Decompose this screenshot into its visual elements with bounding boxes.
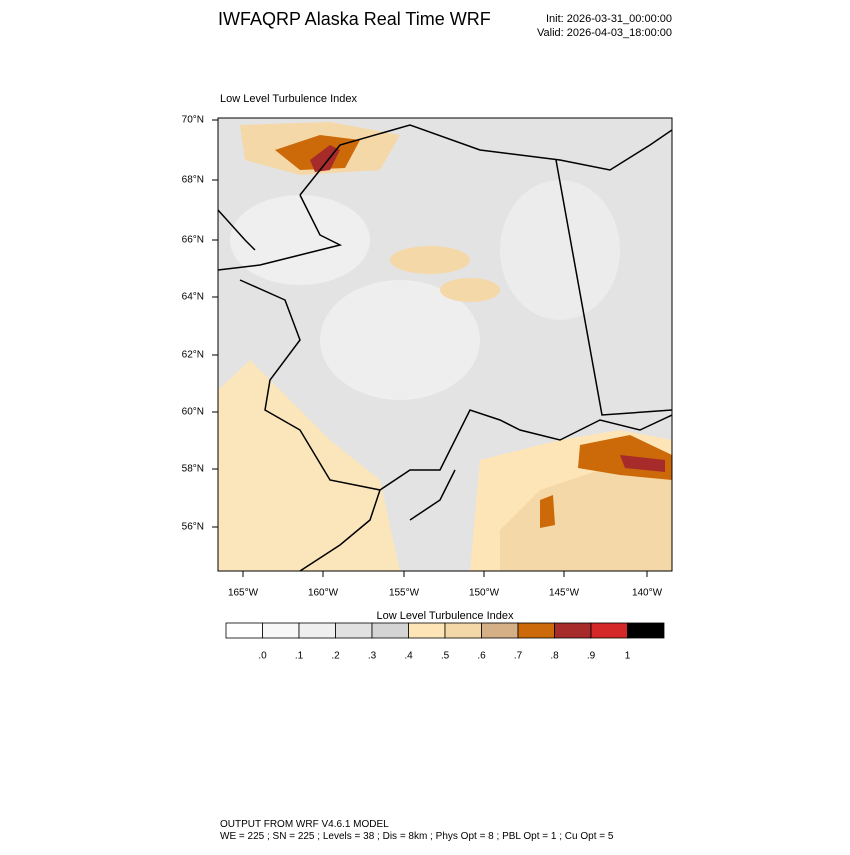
colorbar-label: .6 <box>477 651 486 662</box>
field-region <box>390 246 470 274</box>
colorbar-box <box>371 622 409 639</box>
lat-label: 64°N <box>182 292 204 303</box>
lon-label: 160°W <box>308 588 339 599</box>
map-title: Low Level Turbulence Index <box>220 93 357 105</box>
lat-label: 60°N <box>182 407 204 418</box>
lat-labels: 70°N 68°N 66°N 64°N 62°N 60°N 58°N 56°N <box>182 115 218 533</box>
lat-label: 58°N <box>182 464 204 475</box>
coastline <box>299 124 672 196</box>
colorbar-box <box>627 622 665 639</box>
field-region <box>540 495 555 528</box>
colorbar-box <box>444 622 482 639</box>
lat-label: 62°N <box>182 350 204 361</box>
colorbar-box <box>481 622 519 639</box>
colorbar-box <box>262 622 300 639</box>
colorbar-label: .2 <box>331 651 340 662</box>
colorbar-label: .7 <box>514 651 523 662</box>
lat-label: 68°N <box>182 175 204 186</box>
lon-label: 150°W <box>469 588 500 599</box>
field-region <box>440 278 500 302</box>
colorbar-box <box>517 622 555 639</box>
colorbar-box <box>590 622 628 639</box>
lat-label: 56°N <box>182 522 204 533</box>
lat-label: 66°N <box>182 235 204 246</box>
colorbar-title: Low Level Turbulence Index <box>377 610 514 622</box>
field-region <box>620 455 665 472</box>
lon-labels: 165°W 160°W 155°W 150°W 145°W 140°W <box>228 571 663 599</box>
colorbar-label: .0 <box>258 651 267 662</box>
colorbar-label: .3 <box>368 651 377 662</box>
title: IWFAQRP Alaska Real Time WRF <box>218 9 491 29</box>
colorbar-box <box>408 622 446 639</box>
colorbar-label: .4 <box>404 651 413 662</box>
colorbar-label: .8 <box>550 651 559 662</box>
colorbar-box <box>554 622 592 639</box>
field-region <box>230 195 370 285</box>
lat-label: 70°N <box>182 115 204 126</box>
colorbar-box <box>335 622 373 639</box>
colorbar-label: .1 <box>295 651 304 662</box>
map-field <box>218 118 672 571</box>
field-region <box>218 360 400 571</box>
footer-line: WE = 225 ; SN = 225 ; Levels = 38 ; Dis … <box>220 831 614 842</box>
lon-label: 155°W <box>389 588 420 599</box>
init-time: Init: 2026-03-31_00:00:00 <box>546 13 672 25</box>
colorbar-box <box>225 622 263 639</box>
coastline <box>379 409 672 491</box>
map-frame <box>217 117 673 572</box>
colorbar: .0 .1 .2 .3 .4 .5 .6 .7 .8 .9 1 <box>225 622 665 662</box>
lon-label: 145°W <box>549 588 580 599</box>
colorbar-label: 1 <box>625 651 631 662</box>
field-region <box>320 280 480 400</box>
coastline <box>218 194 381 571</box>
colorbar-box <box>298 622 336 639</box>
lon-label: 140°W <box>632 588 663 599</box>
field-region <box>310 145 340 172</box>
coastline <box>218 209 456 521</box>
border <box>555 159 672 416</box>
field-region <box>500 180 620 320</box>
colorbar-label: .9 <box>587 651 596 662</box>
field-region <box>500 470 672 571</box>
valid-time: Valid: 2026-04-03_18:00:00 <box>537 27 672 39</box>
colorbar-label: .5 <box>441 651 450 662</box>
field-region <box>275 135 360 170</box>
footer-line: OUTPUT FROM WRF V4.6.1 MODEL <box>220 819 389 830</box>
lon-label: 165°W <box>228 588 259 599</box>
